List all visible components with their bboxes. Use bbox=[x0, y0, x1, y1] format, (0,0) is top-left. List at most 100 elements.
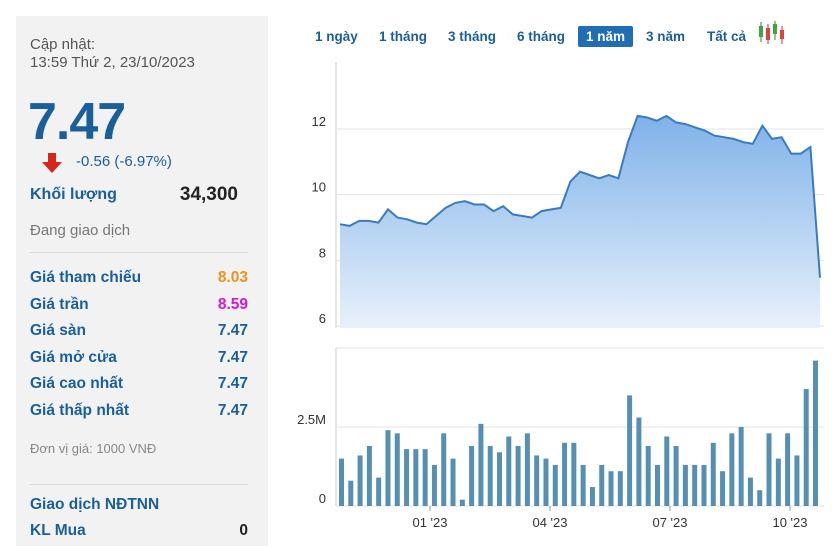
volume-value: 34,300 bbox=[179, 184, 238, 205]
row-value: 7.47 bbox=[217, 375, 248, 392]
current-price: 7.47 bbox=[28, 93, 126, 151]
volume-bar bbox=[543, 458, 549, 506]
volume-bar bbox=[710, 442, 716, 506]
volume-bar bbox=[357, 455, 363, 506]
volume-bar bbox=[729, 433, 735, 506]
volume-bar bbox=[469, 445, 475, 506]
divider bbox=[30, 484, 248, 485]
x-tick-label: 07 '23 bbox=[652, 515, 687, 530]
volume-bar bbox=[487, 445, 493, 506]
price-tick-label: 6 bbox=[319, 311, 326, 326]
price-area bbox=[340, 115, 820, 329]
row-value: 7.47 bbox=[217, 402, 248, 419]
volume-bar bbox=[636, 417, 642, 506]
volume-bar bbox=[775, 458, 781, 506]
down-arrow-icon bbox=[42, 153, 62, 173]
update-time: 13:59 Thứ 2, 23/10/2023 bbox=[30, 54, 195, 71]
floor-price-row: Giá sàn 7.47 bbox=[30, 322, 248, 342]
tab-3-years[interactable]: 3 năm bbox=[646, 29, 686, 44]
volume-bar bbox=[599, 464, 605, 506]
volume-bar bbox=[747, 477, 753, 506]
divider bbox=[30, 252, 248, 253]
volume-bar bbox=[459, 499, 465, 506]
volume-tick-label: 2.5M bbox=[297, 412, 326, 427]
tab-6-months[interactable]: 6 tháng bbox=[517, 29, 566, 44]
volume-bar bbox=[608, 471, 614, 506]
row-value: 8.59 bbox=[217, 296, 248, 313]
x-tick-label: 10 '23 bbox=[772, 515, 807, 530]
high-price-row: Giá cao nhất 7.47 bbox=[30, 375, 248, 395]
ref-price-row: Giá tham chiếu 8.03 bbox=[30, 269, 248, 289]
row-label: Giá trần bbox=[30, 296, 89, 313]
price-change: -0.56 (-6.97%) bbox=[76, 153, 172, 170]
volume-bar bbox=[404, 449, 410, 506]
volume-bar bbox=[645, 445, 651, 506]
tab-1-year[interactable]: 1 năm bbox=[578, 26, 634, 47]
volume-bar bbox=[562, 442, 568, 506]
low-price-row: Giá thấp nhất 7.47 bbox=[30, 402, 248, 422]
volume-bar bbox=[422, 449, 428, 506]
tab-3-months[interactable]: 3 tháng bbox=[448, 29, 497, 44]
volume-bar bbox=[376, 477, 382, 506]
volume-label: Khối lượng bbox=[30, 186, 117, 203]
volume-bar bbox=[803, 389, 809, 506]
foreign-buy-label: KL Mua bbox=[30, 522, 86, 539]
quote-panel: Cập nhật: 13:59 Thứ 2, 23/10/2023 7.47 -… bbox=[16, 16, 268, 546]
volume-bar bbox=[757, 490, 763, 506]
volume-bar bbox=[720, 471, 726, 506]
volume-bar bbox=[506, 436, 512, 506]
volume-bar bbox=[497, 452, 502, 506]
price-tick-label: 10 bbox=[312, 180, 326, 195]
volume-bar bbox=[794, 455, 800, 506]
row-label: Giá tham chiếu bbox=[30, 269, 142, 286]
tab-1-month[interactable]: 1 tháng bbox=[379, 29, 428, 44]
row-value: 8.03 bbox=[217, 269, 248, 286]
update-label: Cập nhật: bbox=[30, 36, 96, 53]
volume-bar bbox=[366, 445, 372, 506]
ceiling-price-row: Giá trần 8.59 bbox=[30, 296, 248, 316]
unit-note: Đơn vị giá: 1000 VNĐ bbox=[30, 441, 157, 456]
volume-tick-label: 0 bbox=[319, 491, 326, 506]
price-line bbox=[339, 114, 821, 278]
volume-bar bbox=[701, 464, 707, 506]
row-value: 7.47 bbox=[217, 322, 248, 339]
volume-bar bbox=[682, 464, 688, 506]
volume-bar bbox=[385, 430, 391, 506]
volume-bar bbox=[524, 433, 530, 506]
open-price-row: Giá mở cửa 7.47 bbox=[30, 349, 248, 369]
row-value: 7.47 bbox=[217, 349, 248, 366]
tab-1-day[interactable]: 1 ngày bbox=[315, 29, 358, 44]
volume-bar bbox=[617, 471, 623, 506]
volume-bar bbox=[552, 464, 558, 506]
volume-bar bbox=[515, 445, 521, 506]
volume-bar bbox=[738, 427, 744, 506]
volume-bar bbox=[766, 433, 772, 506]
volume-bar bbox=[627, 395, 633, 506]
volume-bar bbox=[394, 433, 400, 506]
volume-bar bbox=[692, 464, 698, 506]
volume-bar bbox=[441, 433, 447, 506]
trading-status: Đang giao dịch bbox=[30, 222, 131, 239]
volume-bar bbox=[571, 442, 577, 506]
volume-bar bbox=[478, 423, 484, 506]
row-label: Giá mở cửa bbox=[30, 349, 117, 366]
volume-bar bbox=[655, 464, 660, 506]
candlestick-icon[interactable] bbox=[756, 20, 786, 46]
volume-bar bbox=[450, 458, 456, 506]
tab-all[interactable]: Tất cả bbox=[707, 29, 747, 44]
volume-bar bbox=[431, 464, 437, 506]
volume-bar bbox=[673, 445, 679, 506]
volume-bar bbox=[348, 480, 354, 506]
x-tick-label: 01 '23 bbox=[412, 515, 447, 530]
price-tick-label: 12 bbox=[312, 114, 326, 129]
volume-bar bbox=[785, 433, 791, 506]
foreign-trade-title: Giao dịch NĐTNN bbox=[30, 496, 160, 513]
row-label: Giá cao nhất bbox=[30, 375, 124, 392]
volume-bar bbox=[813, 360, 818, 506]
volume-bar bbox=[534, 455, 540, 506]
volume-bar bbox=[589, 487, 595, 506]
price-tick-label: 8 bbox=[319, 245, 326, 260]
row-label: Giá thấp nhất bbox=[30, 402, 130, 419]
x-tick-label: 04 '23 bbox=[532, 515, 567, 530]
